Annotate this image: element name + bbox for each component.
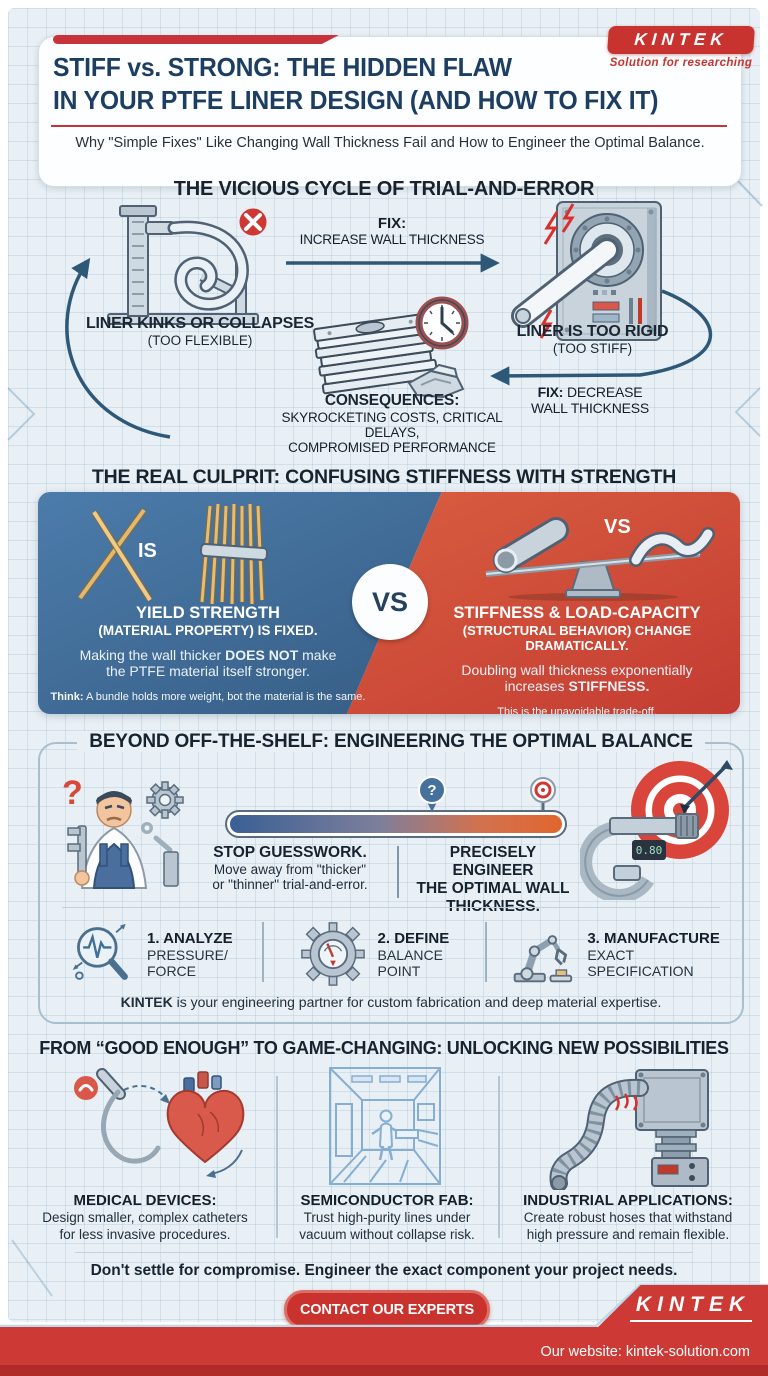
question-pin-icon: ?: [418, 776, 446, 812]
process-steps: 1. ANALYZE PRESSURE/ FORCE: [40, 918, 742, 990]
caption-industrial: INDUSTRIAL APPLICATIONS: Create robust h…: [523, 1192, 733, 1242]
pipe-icon: [163, 851, 179, 887]
semiconductor-fab-illustration: [329, 1067, 441, 1185]
micrometer-target-illustration: 0.80: [580, 760, 733, 900]
possibility-divider-1: [276, 1076, 278, 1238]
header-red-accent: [53, 35, 339, 44]
cta-divider: [75, 1252, 693, 1253]
arrow-dart-icon: [680, 760, 733, 814]
left-state-label: LINER KINKS OR COLLAPSES (TOO FLEXIBLE): [85, 315, 315, 348]
balance-card: BEYOND OFF-THE-SHELF: ENGINEERING THE OP…: [38, 731, 744, 1024]
is-label: IS: [138, 540, 157, 562]
page-title-line1: STIFF vs. STRONG: THE HIDDEN FLAW: [53, 52, 512, 82]
stress-lightning-icon: [539, 203, 575, 339]
small-gear-icon: [141, 822, 153, 834]
step-analyze-text: 1. ANALYZE PRESSURE/ FORCE: [147, 929, 233, 979]
caption-semiconductor: SEMICONDUCTOR FAB: Trust high-purity lin…: [299, 1192, 475, 1242]
manufacture-robot-arm-icon: [514, 935, 573, 983]
section-title-balance: BEYOND OFF-THE-SHELF: ENGINEERING THE OP…: [40, 731, 742, 753]
header-card: STIFF vs. STRONG: THE HIDDEN FLAW IN YOU…: [38, 35, 742, 187]
heat-marks-icon: [614, 1093, 638, 1111]
vs-badge: VS: [352, 564, 428, 640]
section-title-vicious-cycle: THE VICIOUS CYCLE OF TRIAL-AND-ERROR: [173, 178, 595, 200]
medical-devices-illustration: [74, 1068, 245, 1178]
section-title-possibilities: FROM “GOOD ENOUGH” TO GAME-CHANGING: UNL…: [39, 1038, 729, 1058]
micrometer-icon: 0.80: [580, 813, 699, 900]
fix-increase-label: FIX: INCREASE WALL THICKNESS: [299, 215, 485, 247]
footer-logo-underline: [630, 1320, 752, 1322]
stop-guesswork-text: STOP GUESSWORK. Move away from "thicker"…: [212, 844, 368, 892]
caption-medical: MEDICAL DEVICES: Design smaller, complex…: [42, 1192, 248, 1242]
stiffness-text: STIFFNESS & LOAD-CAPACITY (STRUCTURAL BE…: [453, 604, 701, 714]
slider-text-divider: [397, 846, 399, 898]
phone-badge-icon: [74, 1076, 98, 1100]
gear-icon: [146, 781, 184, 819]
precisely-engineer-text: PRECISELY ENGINEER THE OPTIMAL WALL THIC…: [416, 844, 570, 915]
question-mark-icon: ?: [62, 774, 83, 812]
target-pin-icon: [530, 777, 556, 812]
footer-website[interactable]: Our website: kintek-solution.com: [540, 1344, 750, 1360]
bundle-icon: [199, 503, 269, 605]
engineer-illustration: ?: [62, 774, 184, 889]
yield-strength-text: YIELD STRENGTH (MATERIAL PROPERTY) IS FI…: [50, 604, 366, 703]
clock-icon: [415, 296, 469, 350]
kintek-logo: KINTEK Solution for researching: [607, 26, 755, 69]
caliper-icon: [67, 825, 90, 886]
fix-decrease-label: FIX: DECREASE WALL THICKNESS: [530, 384, 650, 416]
consequences-illustration: [313, 296, 469, 399]
analyze-magnifier-icon: [72, 923, 128, 980]
kinked-liner-illustration: [107, 205, 270, 325]
define-gear-icon: [300, 922, 365, 986]
seesaw-illustration: [485, 517, 715, 601]
step-manufacture: 3. MANUFACTURE EXACT SPECIFICATION: [487, 918, 742, 990]
catheter-icon: [96, 1068, 161, 1164]
slider-question-mark: ?: [427, 782, 436, 799]
rigid-liner-illustration: [511, 201, 662, 341]
money-stack-icon: [313, 312, 438, 395]
bellows-icon: [655, 1129, 697, 1159]
step-define: 2. DEFINE BALANCE POINT: [264, 918, 486, 990]
step-manufacture-text: 3. MANUFACTURE EXACT SPECIFICATION: [587, 929, 720, 979]
right-state-label: LINER IS TOO RIGID (TOO STIFF): [516, 323, 669, 356]
heart-icon: [166, 1071, 245, 1164]
step-define-text: 2. DEFINE BALANCE POINT: [377, 929, 450, 979]
thickness-slider[interactable]: ?: [225, 776, 567, 838]
kintek-logo-tagline: Solution for researching: [609, 57, 753, 69]
page-subtitle: Why "Simple Fixes" Like Changing Wall Th…: [75, 135, 705, 151]
footer-kintek-logo: KINTEK: [635, 1293, 751, 1316]
page-title: STIFF vs. STRONG: THE HIDDEN FLAW IN YOU…: [53, 51, 659, 117]
engineer-figure: [67, 791, 148, 889]
svg-text:0.80: 0.80: [636, 844, 663, 857]
wrench-icon: [153, 835, 173, 853]
vs-inline-label: VS: [604, 516, 631, 538]
step-analyze: 1. ANALYZE PRESSURE/ FORCE: [40, 918, 262, 990]
hose-icon: [549, 1078, 649, 1190]
industrial-hose-illustration: [549, 1069, 709, 1190]
technician-figure: [371, 1109, 400, 1161]
partner-statement: KINTEK is your engineering partner for c…: [120, 994, 662, 1010]
contact-experts-button[interactable]: CONTACT OUR EXPERTS: [284, 1290, 490, 1329]
spaghetti-bundle-illustration: [77, 503, 269, 605]
consequences-label: CONSEQUENCES: SKYROCKETING COSTS, CRITIC…: [281, 392, 503, 455]
balance-divider: [62, 907, 720, 908]
footer-band: [0, 1327, 768, 1376]
kintek-logo-box: KINTEK: [607, 26, 755, 54]
culprit-split-panel: IS VS YIELD STRENGTH (MATERIAL PROPERTY)…: [38, 492, 740, 714]
arrow-left-curve: [65, 257, 171, 439]
possibility-divider-2: [498, 1076, 500, 1238]
arrow-right-curve: [490, 289, 713, 386]
page-title-line2: IN YOUR PTFE LINER DESIGN (AND HOW TO FI…: [53, 85, 659, 115]
cta-text: Don't settle for compromise. Engineer th…: [90, 1262, 678, 1279]
cycle-arrows: [65, 253, 713, 439]
kintek-logo-text: KINTEK: [633, 30, 729, 49]
broken-part-icon: [407, 363, 465, 399]
section-title-real-culprit: THE REAL CULPRIT: CONFUSING STIFFNESS WI…: [91, 466, 677, 488]
error-x-icon: [236, 205, 270, 239]
title-divider: [51, 125, 727, 127]
